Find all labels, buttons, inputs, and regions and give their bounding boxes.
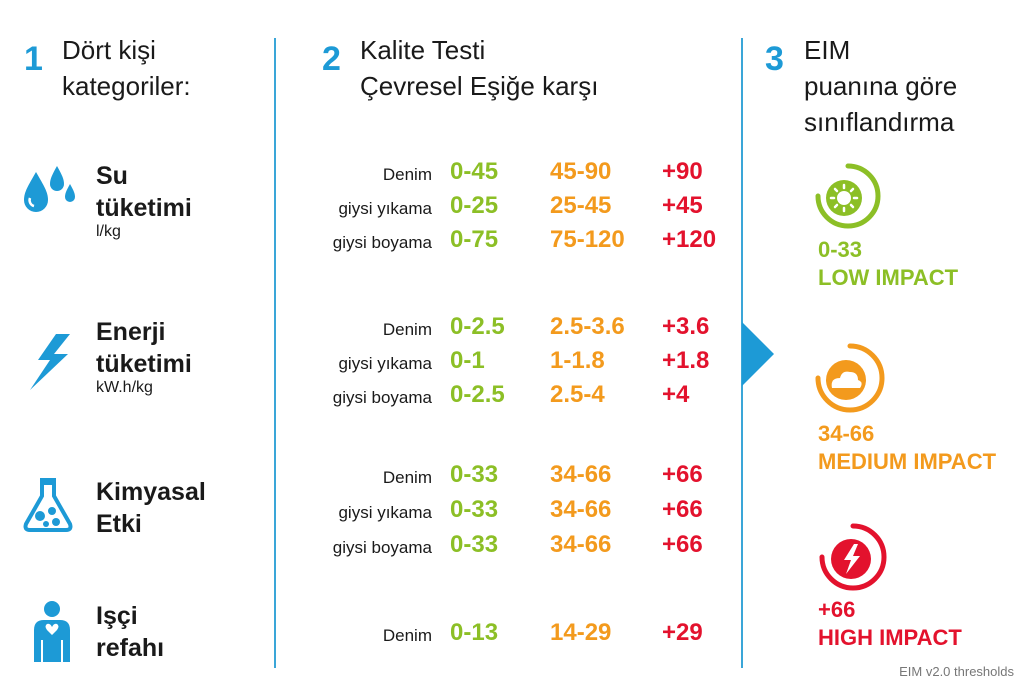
impact-high: +66 HIGH IMPACT	[818, 596, 962, 652]
row-label: giysi yıkama	[338, 503, 432, 522]
threshold-row: Denim 0-2.5 2.5-3.6 +3.6	[270, 311, 740, 345]
low-value: 0-33	[450, 461, 499, 488]
category-energy-line1: Enerji	[96, 318, 166, 346]
step-3-title-line2: puanına göre	[804, 71, 958, 101]
low-value: 0-75	[450, 226, 499, 253]
step-3-number: 3	[765, 40, 784, 78]
high-value: +1.8	[662, 347, 710, 374]
category-water: Su tüketimi l/kg	[96, 160, 192, 242]
category-energy-unit: kW.h/kg	[96, 379, 153, 396]
high-value: +66	[662, 496, 703, 523]
high-value: +120	[662, 226, 717, 253]
step-2-title-line2: Çevresel Eşiğe karşı	[360, 71, 599, 101]
category-chemical-line2: Etki	[96, 510, 142, 538]
mid-value: 2.5-4	[550, 381, 605, 408]
category-energy-line2: tüketimi	[96, 350, 192, 378]
mid-value: 75-120	[550, 226, 625, 253]
threshold-row: Denim 0-45 45-90 +90	[270, 156, 740, 190]
high-value: +4	[662, 381, 690, 408]
threshold-row: giysi yıkama 0-1 1-1.8 +1.8	[270, 345, 740, 379]
row-label: Denim	[382, 626, 432, 645]
step-1-number: 1	[24, 40, 43, 78]
lightning-icon	[30, 334, 70, 390]
category-energy: Enerji tüketimi kW.h/kg	[96, 316, 192, 398]
threshold-row: giysi boyama 0-33 34-66 +66	[270, 529, 740, 563]
threshold-row: giysi boyama 0-2.5 2.5-4 +4	[270, 379, 740, 413]
step-2-title-line1: Kalite Testi	[360, 35, 486, 65]
step-3-title-line3: sınıflandırma	[804, 107, 955, 137]
threshold-row: giysi boyama 0-75 75-120 +120	[270, 224, 740, 258]
step-1-title-line1: Dört kişi	[62, 35, 156, 65]
category-water-unit: l/kg	[96, 223, 121, 240]
impact-low: 0-33 LOW IMPACT	[818, 236, 958, 292]
low-value: 0-25	[450, 192, 499, 219]
arrow-right-icon	[742, 322, 774, 386]
row-label: giysi yıkama	[338, 199, 432, 218]
low-value: 0-13	[450, 619, 499, 646]
high-value: +3.6	[662, 313, 710, 340]
category-worker-line1: Işçi	[96, 602, 138, 630]
low-value: 0-45	[450, 158, 499, 185]
impact-low-range: 0-33	[818, 237, 863, 262]
flask-icon	[23, 478, 73, 532]
worker-icon	[34, 601, 70, 662]
row-label: Denim	[382, 320, 432, 339]
high-value: +45	[662, 192, 703, 219]
threshold-row: giysi yıkama 0-25 25-45 +45	[270, 190, 740, 224]
step-3-title-line1: EIM	[804, 35, 851, 65]
high-value: +66	[662, 461, 703, 488]
mid-value: 34-66	[550, 531, 612, 558]
impact-medium-range: 34-66	[818, 421, 875, 446]
row-label: Denim	[382, 165, 432, 184]
high-value: +90	[662, 158, 703, 185]
mid-value: 34-66	[550, 496, 612, 523]
cloud-icon	[815, 343, 885, 413]
step-1-title: Dört kişi kategoriler:	[62, 32, 191, 104]
footnote: EIM v2.0 thresholds	[899, 664, 1014, 679]
category-chemical: Kimyasal Etki	[96, 476, 206, 540]
category-chemical-line1: Kimyasal	[96, 478, 206, 506]
mid-value: 25-45	[550, 192, 612, 219]
impact-high-range: +66	[818, 597, 856, 622]
impact-medium: 34-66 MEDIUM IMPACT	[818, 420, 996, 476]
high-value: +29	[662, 619, 703, 646]
row-label: giysi yıkama	[338, 354, 432, 373]
water-drops-icon	[24, 166, 75, 212]
category-worker-line2: refahı	[96, 634, 165, 662]
category-water-line2: tüketimi	[96, 194, 192, 222]
mid-value: 14-29	[550, 619, 612, 646]
row-label: giysi boyama	[332, 538, 432, 557]
row-label: giysi boyama	[332, 388, 432, 407]
row-label: Denim	[382, 468, 432, 487]
sun-icon	[815, 163, 881, 229]
category-water-line1: Su	[96, 162, 128, 190]
step-2-number: 2	[322, 40, 341, 78]
mid-value: 2.5-3.6	[550, 313, 625, 340]
low-value: 0-33	[450, 496, 499, 523]
threshold-row: Denim 0-13 14-29 +29	[270, 617, 740, 651]
impact-low-label: LOW IMPACT	[818, 265, 959, 290]
low-value: 0-33	[450, 531, 499, 558]
high-value: +66	[662, 531, 703, 558]
divider-1	[274, 38, 276, 668]
mid-value: 45-90	[550, 158, 612, 185]
threshold-row: Denim 0-33 34-66 +66	[270, 459, 740, 493]
impact-medium-label: MEDIUM IMPACT	[818, 449, 997, 474]
step-3-title: EIM puanına göre sınıflandırma	[804, 32, 957, 140]
low-value: 0-1	[450, 347, 485, 374]
lightning-icon	[819, 523, 887, 591]
low-value: 0-2.5	[450, 381, 505, 408]
impact-high-label: HIGH IMPACT	[818, 625, 962, 650]
step-1-title-line2: kategoriler:	[62, 71, 191, 101]
step-2-title: Kalite Testi Çevresel Eşiğe karşı	[360, 32, 598, 104]
threshold-row: giysi yıkama 0-33 34-66 +66	[270, 494, 740, 528]
mid-value: 1-1.8	[550, 347, 605, 374]
category-worker: Işçi refahı	[96, 600, 164, 664]
low-value: 0-2.5	[450, 313, 505, 340]
mid-value: 34-66	[550, 461, 612, 488]
row-label: giysi boyama	[332, 233, 432, 252]
